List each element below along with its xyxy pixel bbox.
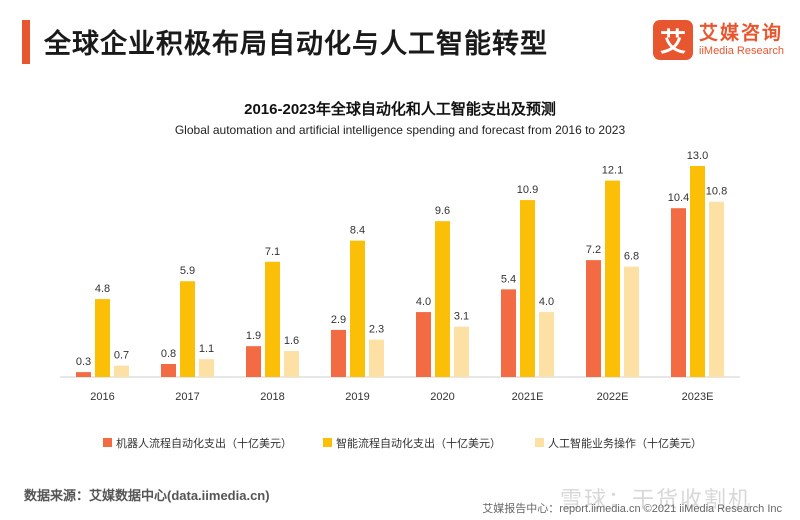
- bar: [350, 240, 365, 377]
- data-label: 12.1: [602, 165, 623, 177]
- brand-logo: 艾 艾媒咨询 iiMedia Research: [653, 20, 784, 60]
- legend-swatch: [535, 438, 544, 447]
- data-label: 3.1: [454, 311, 469, 323]
- title-accent-bar: [22, 20, 30, 64]
- logo-icon: 艾: [653, 20, 694, 60]
- bar: [605, 180, 620, 377]
- data-label: 4.0: [416, 296, 431, 308]
- bar: [671, 208, 686, 377]
- data-label: 1.1: [199, 343, 214, 355]
- logo-name-cn: 艾媒咨询: [699, 22, 784, 44]
- legend-swatch: [103, 438, 112, 447]
- chart-subtitle: Global automation and artificial intelli…: [174, 123, 626, 137]
- data-label: 1.6: [284, 335, 299, 347]
- data-label: 4.0: [539, 296, 554, 308]
- bar: [539, 312, 554, 377]
- bar: [76, 372, 91, 377]
- legend-label: 机器人流程自动化支出（十亿美元）: [116, 436, 292, 450]
- legend-label: 智能流程自动化支出（十亿美元）: [336, 436, 501, 450]
- x-tick-label: 2023E: [682, 391, 714, 403]
- bar: [586, 260, 601, 377]
- data-source: 数据来源：艾媒数据中心(data.iimedia.cn): [24, 488, 270, 503]
- data-label: 2.9: [331, 314, 346, 326]
- x-tick-label: 2020: [430, 391, 454, 403]
- bar: [161, 364, 176, 377]
- legend-swatch: [323, 438, 332, 447]
- bar: [435, 221, 450, 377]
- bar: [520, 200, 535, 377]
- data-label: 5.9: [180, 265, 195, 277]
- bar: [114, 365, 129, 377]
- bar: [284, 351, 299, 377]
- data-label: 9.6: [435, 205, 450, 217]
- x-tick-label: 2017: [175, 391, 199, 403]
- bar-chart: 0.3 4.8 0.7 2016 0.8 5.9 1.1 2017 1.9 7.1 1.6 2018 2…: [60, 150, 740, 450]
- x-tick-label: 2021E: [512, 391, 544, 403]
- page-title: 全球企业积极布局自动化与人工智能转型: [44, 29, 548, 59]
- x-tick-label: 2018: [260, 391, 284, 403]
- watermark: 雪球：干货收割机: [560, 487, 753, 512]
- data-label: 10.4: [668, 192, 689, 204]
- data-label: 13.0: [687, 150, 708, 162]
- x-tick-label: 2016: [90, 391, 114, 403]
- bar: [454, 326, 469, 377]
- bar: [95, 299, 110, 377]
- bar: [180, 281, 195, 377]
- data-label: 0.3: [76, 356, 91, 368]
- bar: [624, 266, 639, 377]
- x-tick-label: 2022E: [597, 391, 629, 403]
- bar: [416, 312, 431, 377]
- data-label: 8.4: [350, 225, 365, 237]
- chart-title: 2016-2023年全球自动化和人工智能支出及预测: [244, 101, 556, 118]
- bar: [265, 261, 280, 377]
- bar: [501, 289, 516, 377]
- bar: [690, 166, 705, 377]
- data-label: 5.4: [501, 273, 516, 285]
- data-label: 7.2: [586, 244, 601, 256]
- bar: [369, 339, 384, 377]
- data-label: 7.1: [265, 246, 280, 258]
- data-label: 1.9: [246, 330, 261, 342]
- bar: [199, 359, 214, 377]
- data-label: 10.8: [706, 186, 727, 198]
- bar: [331, 329, 346, 377]
- data-label: 10.9: [517, 184, 538, 196]
- data-label: 2.3: [369, 324, 384, 336]
- footer-credit: 艾媒报告中心：report.iimedia.cn ©2021 iiMedia R…: [482, 503, 782, 515]
- logo-name-en: iiMedia Research: [699, 44, 784, 57]
- x-tick-label: 2019: [345, 391, 369, 403]
- bar: [709, 201, 724, 377]
- legend-label: 人工智能业务操作（十亿美元）: [548, 436, 702, 450]
- data-label: 0.8: [161, 348, 176, 360]
- data-label: 4.8: [95, 283, 110, 295]
- bar: [246, 346, 261, 377]
- data-label: 0.7: [114, 350, 129, 362]
- data-label: 6.8: [624, 251, 639, 263]
